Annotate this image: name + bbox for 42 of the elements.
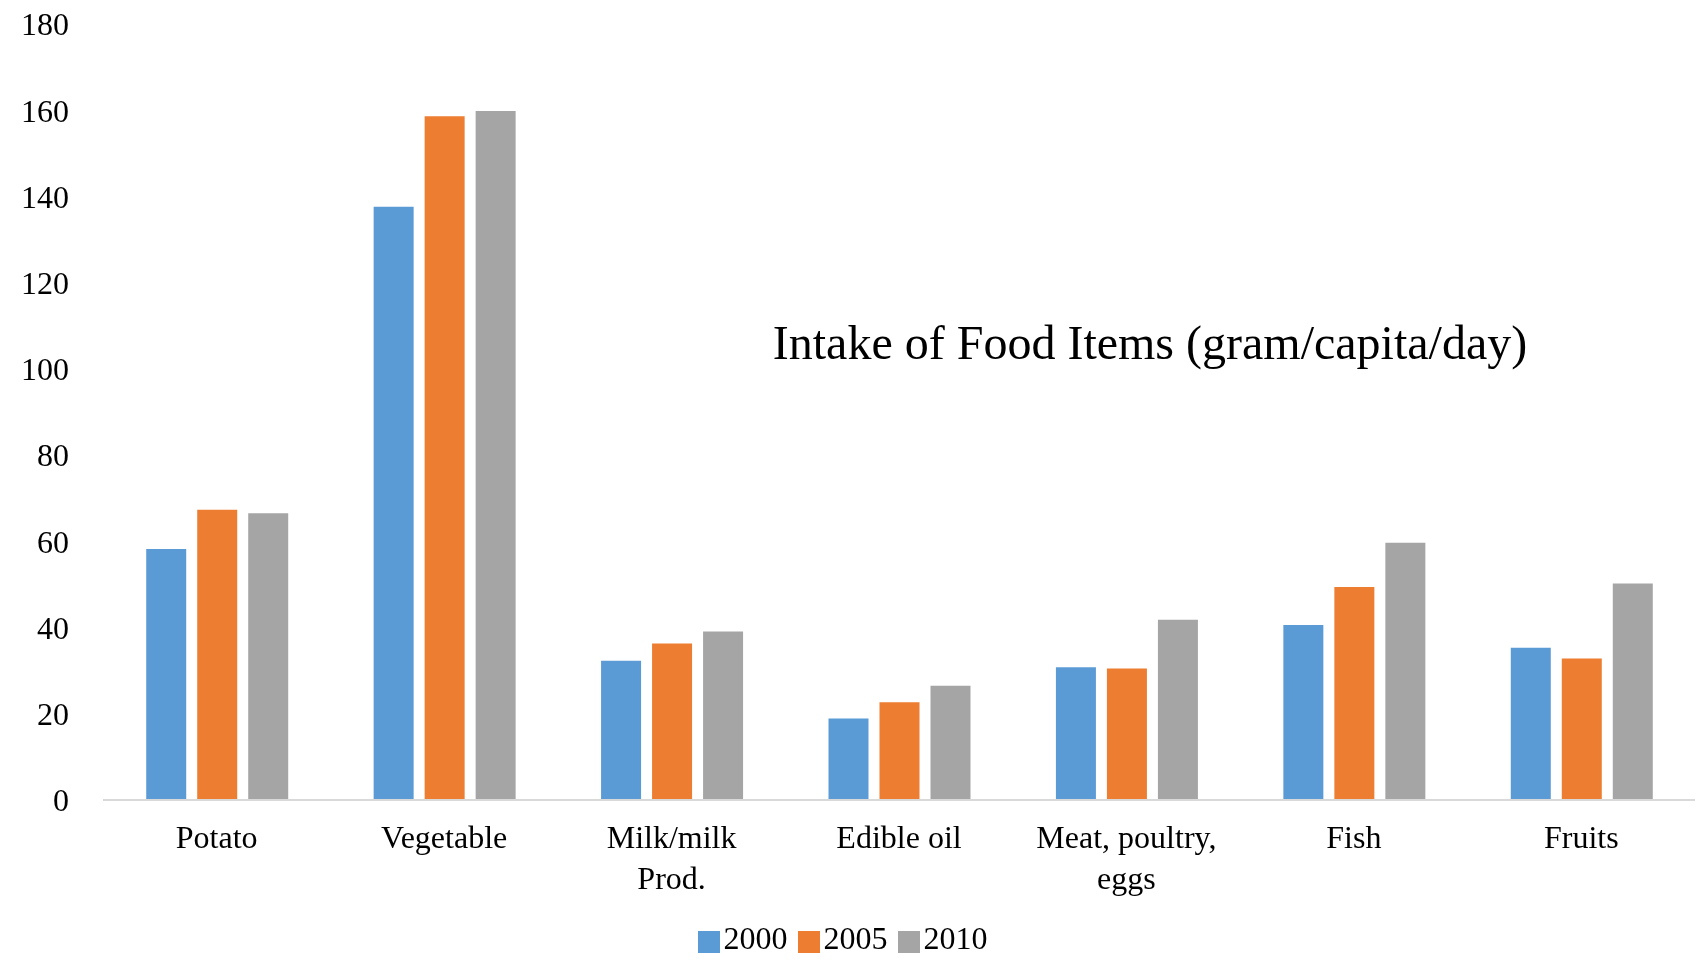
bar — [1612, 583, 1653, 800]
bar — [1055, 667, 1096, 800]
bar — [703, 631, 744, 800]
bar — [1385, 542, 1426, 800]
x-tick-label: Milk/milk Prod. — [606, 818, 737, 897]
y-tick-label: 80 — [37, 437, 69, 474]
bar — [879, 702, 920, 800]
legend-label: 2000 — [723, 920, 788, 956]
bar — [828, 718, 869, 800]
bar — [373, 206, 414, 800]
x-tick-label: Fruits — [1543, 818, 1619, 855]
bar — [1283, 624, 1324, 800]
bar — [146, 549, 187, 800]
bar — [601, 660, 642, 800]
x-tick-label: Meat, poultry, eggs — [1036, 818, 1217, 897]
bar — [475, 111, 516, 800]
bar — [652, 643, 693, 800]
bar — [1510, 647, 1551, 800]
bar — [1561, 658, 1602, 800]
legend-label: 2010 — [923, 920, 988, 956]
y-tick-label: 0 — [53, 782, 69, 819]
y-tick-label: 120 — [21, 265, 69, 302]
bar — [248, 513, 289, 800]
bar — [930, 685, 971, 800]
x-tick-label: Potato — [175, 818, 258, 855]
y-tick-label: 100 — [21, 351, 69, 388]
x-tick-label: Vegetable — [381, 818, 508, 855]
text: Intake of Food Items (gram/capita/day) — [771, 315, 1529, 370]
y-tick-label: 20 — [37, 696, 69, 733]
legend-label: 2005 — [823, 920, 888, 956]
bar — [1157, 619, 1198, 800]
bar — [1106, 668, 1147, 800]
y-tick-label: 60 — [37, 523, 69, 560]
bar — [424, 116, 465, 800]
y-tick-label: 180 — [21, 6, 69, 43]
y-tick-label: 40 — [37, 609, 69, 646]
bar — [1334, 587, 1375, 800]
y-tick-label: 160 — [21, 92, 69, 129]
bar — [197, 509, 238, 800]
x-tick-label: Fish — [1326, 818, 1382, 855]
x-tick-label: Edible oil — [836, 818, 962, 855]
y-tick-label: 140 — [21, 178, 69, 215]
